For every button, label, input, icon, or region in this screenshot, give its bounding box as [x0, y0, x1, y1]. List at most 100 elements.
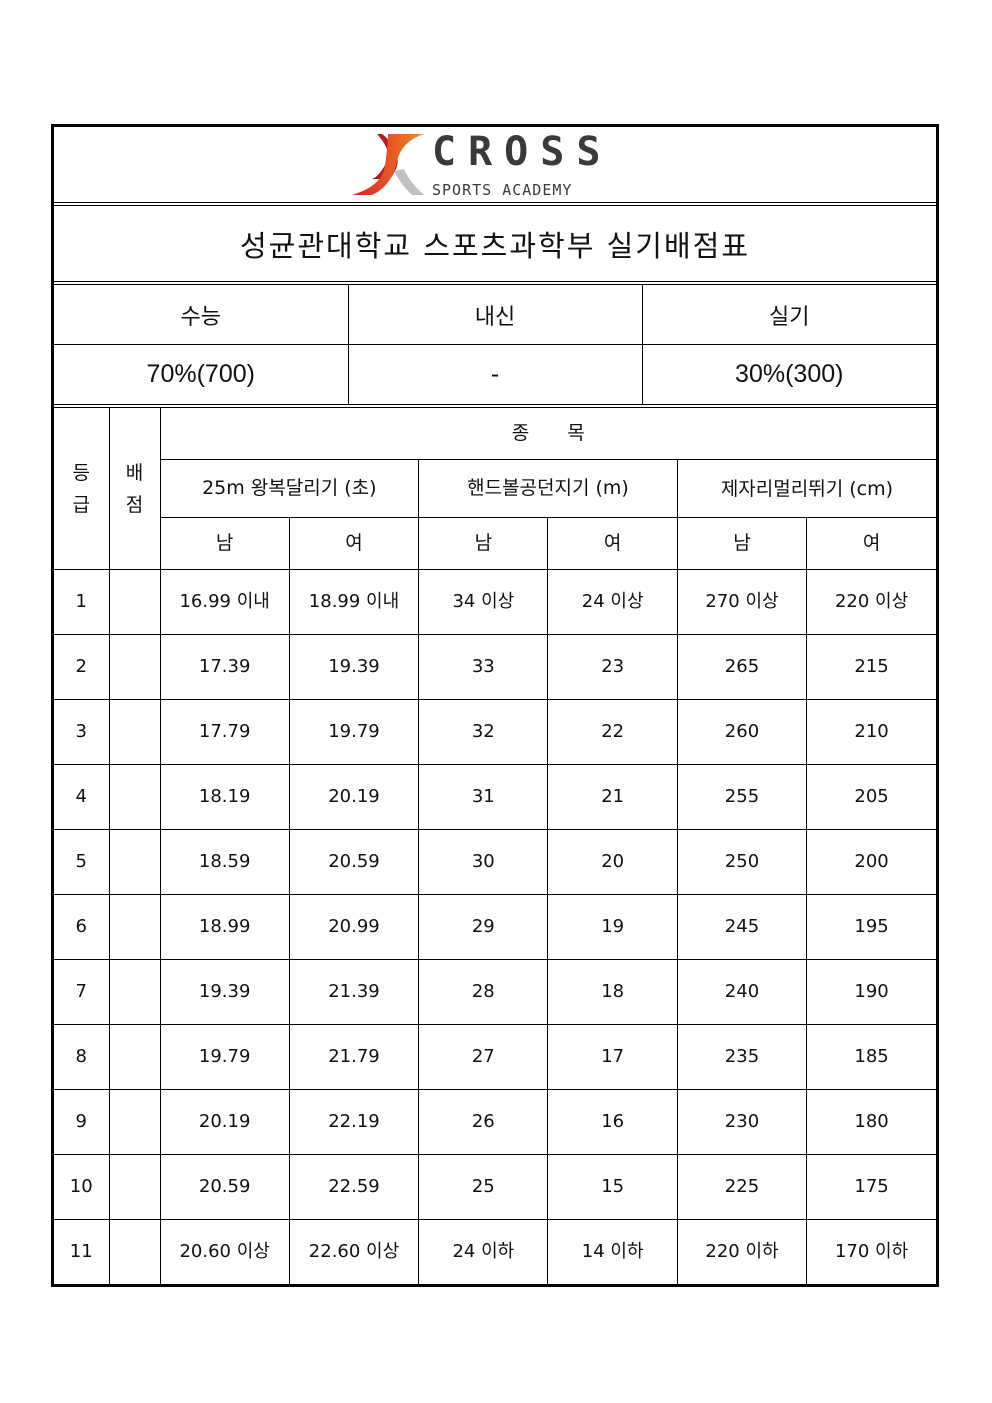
value: 215 — [854, 656, 889, 678]
value: 19.79 — [328, 721, 380, 743]
value-cell: 260 — [676, 699, 808, 765]
value-cell: 190 — [806, 959, 936, 1025]
value-cell: 21.39 — [288, 959, 420, 1025]
summary-value-silgi: 30%(300) — [735, 360, 844, 388]
value-cell: 250 — [676, 829, 808, 895]
value: 175 — [854, 1176, 889, 1198]
value: 16.99 이내 — [179, 591, 270, 613]
value: 250 — [724, 851, 760, 873]
value: 21.39 — [328, 981, 380, 1003]
value-cell: 23 — [547, 634, 678, 700]
value: 18.19 — [198, 786, 251, 808]
value: 25 — [471, 1176, 495, 1198]
grade-cell: 4 — [54, 764, 110, 830]
value: 15 — [601, 1176, 625, 1198]
value: 20.60 이상 — [179, 1241, 270, 1263]
value-cell: 17.39 — [159, 634, 290, 700]
events-header: 종 목 — [511, 422, 585, 445]
value-cell: 220 이하 — [676, 1219, 808, 1284]
cross-sports-academy-logo: CROSS SPORTS ACADEMY — [352, 129, 612, 199]
score-cell — [108, 1154, 161, 1220]
value: 24 이상 — [581, 591, 644, 613]
score-cell — [108, 1219, 161, 1284]
summary-value-suneung-cell: 70%(700) — [54, 344, 349, 405]
value: 205 — [854, 786, 889, 808]
value-cell: 19.79 — [288, 699, 420, 765]
value: 220 이하 — [705, 1241, 779, 1263]
value-cell: 200 — [806, 829, 936, 895]
value: 180 — [854, 1111, 889, 1133]
value-cell: 20.19 — [159, 1089, 290, 1155]
value-cell: 195 — [806, 894, 936, 960]
divider — [54, 203, 936, 206]
table-row: 3 17.79 19.79 32 22 260 210 — [54, 699, 936, 765]
value: 21 — [601, 786, 625, 808]
score-sheet: CROSS SPORTS ACADEMY 성균관대학교 스포츠과학부 실기배점표… — [51, 124, 939, 1287]
value-cell: 22.59 — [288, 1154, 420, 1220]
grade: 11 — [69, 1241, 93, 1263]
gender-header: 여 — [345, 532, 363, 555]
value-cell: 17 — [547, 1024, 678, 1090]
value: 19.79 — [198, 1046, 251, 1068]
value: 31 — [471, 786, 495, 808]
value-cell: 270 이상 — [676, 569, 808, 635]
event-shuttle-run-cell: 25m 왕복달리기 (초) — [160, 459, 420, 518]
value: 225 — [724, 1176, 760, 1198]
grade: 1 — [75, 591, 87, 613]
gender-header-cell: 남 — [160, 517, 290, 570]
summary-header-naesin: 내신 — [474, 304, 516, 330]
value: 24 이하 — [452, 1241, 515, 1263]
svg-text:CROSS: CROSS — [432, 129, 612, 175]
event-standing-long-jump-cell: 제자리멀리뛰기 (cm) — [676, 459, 936, 518]
event-shuttle-run: 25m 왕복달리기 (초) — [202, 477, 377, 500]
table-row: 1 16.99 이내 18.99 이내 34 이상 24 이상 270 이상 220 이상 — [54, 569, 936, 635]
value-cell: 26 — [418, 1089, 549, 1155]
gender-header-cell: 여 — [288, 517, 420, 570]
summary-header-silgi-cell: 실기 — [641, 285, 936, 345]
value: 17.39 — [198, 656, 251, 678]
value-cell: 19.39 — [288, 634, 420, 700]
value: 17 — [601, 1046, 625, 1068]
value-cell: 22.19 — [288, 1089, 420, 1155]
value: 34 이상 — [452, 591, 515, 613]
gender-header-cell: 여 — [547, 517, 678, 570]
value: 22 — [601, 721, 625, 743]
grade: 4 — [75, 786, 87, 808]
value: 185 — [854, 1046, 889, 1068]
logo-row: CROSS SPORTS ACADEMY — [54, 127, 936, 203]
value-cell: 20.19 — [288, 764, 420, 830]
events-header-cell: 종 목 — [159, 408, 936, 460]
value: 240 — [724, 981, 760, 1003]
svg-text:SPORTS ACADEMY: SPORTS ACADEMY — [432, 181, 572, 199]
value-cell: 205 — [806, 764, 936, 830]
summary-header-suneung-cell: 수능 — [54, 285, 349, 345]
value-cell: 27 — [418, 1024, 549, 1090]
value-cell: 240 — [676, 959, 808, 1025]
gender-header-cell: 남 — [418, 517, 549, 570]
value: 190 — [854, 981, 889, 1003]
value-cell: 18.59 — [159, 829, 290, 895]
value-cell: 265 — [676, 634, 808, 700]
summary-value-naesin-cell: - — [347, 344, 643, 405]
grade-cell: 3 — [54, 699, 110, 765]
grade: 9 — [75, 1111, 87, 1133]
grade-cell: 5 — [54, 829, 110, 895]
value: 26 — [471, 1111, 495, 1133]
value: 14 이하 — [581, 1241, 644, 1263]
value-cell: 14 이하 — [547, 1219, 678, 1284]
grade: 6 — [75, 916, 87, 938]
value-cell: 29 — [418, 894, 549, 960]
value-cell: 17.79 — [159, 699, 290, 765]
grade-cell: 7 — [54, 959, 110, 1025]
value: 27 — [471, 1046, 495, 1068]
gender-header: 여 — [862, 532, 881, 555]
value-cell: 19.39 — [159, 959, 290, 1025]
table-row: 4 18.19 20.19 31 21 255 205 — [54, 764, 936, 830]
value-cell: 32 — [418, 699, 549, 765]
value: 255 — [724, 786, 760, 808]
table-row: 10 20.59 22.59 25 15 225 175 — [54, 1154, 936, 1220]
grade-cell: 10 — [54, 1154, 110, 1220]
value-cell: 21.79 — [288, 1024, 420, 1090]
